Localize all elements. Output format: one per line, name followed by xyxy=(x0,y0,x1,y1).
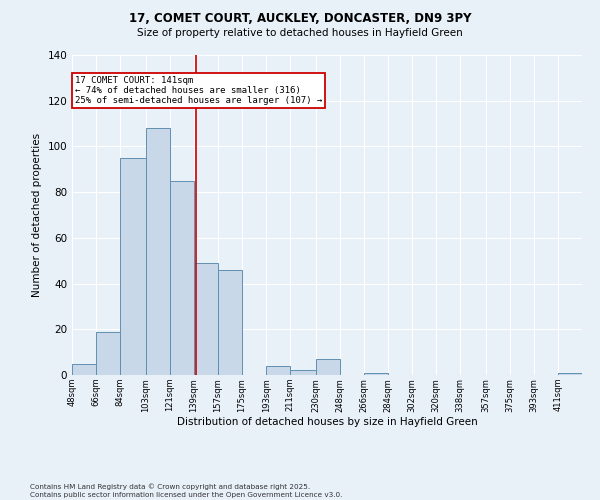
Bar xyxy=(290,370,316,375)
Bar xyxy=(364,372,388,375)
Bar xyxy=(170,180,194,375)
Bar xyxy=(316,359,340,375)
X-axis label: Distribution of detached houses by size in Hayfield Green: Distribution of detached houses by size … xyxy=(176,418,478,428)
Bar xyxy=(266,366,290,375)
Bar xyxy=(146,128,170,375)
Text: Contains HM Land Registry data © Crown copyright and database right 2025.
Contai: Contains HM Land Registry data © Crown c… xyxy=(30,484,343,498)
Text: 17 COMET COURT: 141sqm
← 74% of detached houses are smaller (316)
25% of semi-de: 17 COMET COURT: 141sqm ← 74% of detached… xyxy=(74,76,322,106)
Bar xyxy=(218,270,242,375)
Bar xyxy=(194,263,218,375)
Bar xyxy=(72,364,96,375)
Text: Size of property relative to detached houses in Hayfield Green: Size of property relative to detached ho… xyxy=(137,28,463,38)
Text: 17, COMET COURT, AUCKLEY, DONCASTER, DN9 3PY: 17, COMET COURT, AUCKLEY, DONCASTER, DN9… xyxy=(129,12,471,26)
Y-axis label: Number of detached properties: Number of detached properties xyxy=(32,133,42,297)
Bar xyxy=(120,158,146,375)
Bar xyxy=(558,372,582,375)
Bar xyxy=(96,332,120,375)
